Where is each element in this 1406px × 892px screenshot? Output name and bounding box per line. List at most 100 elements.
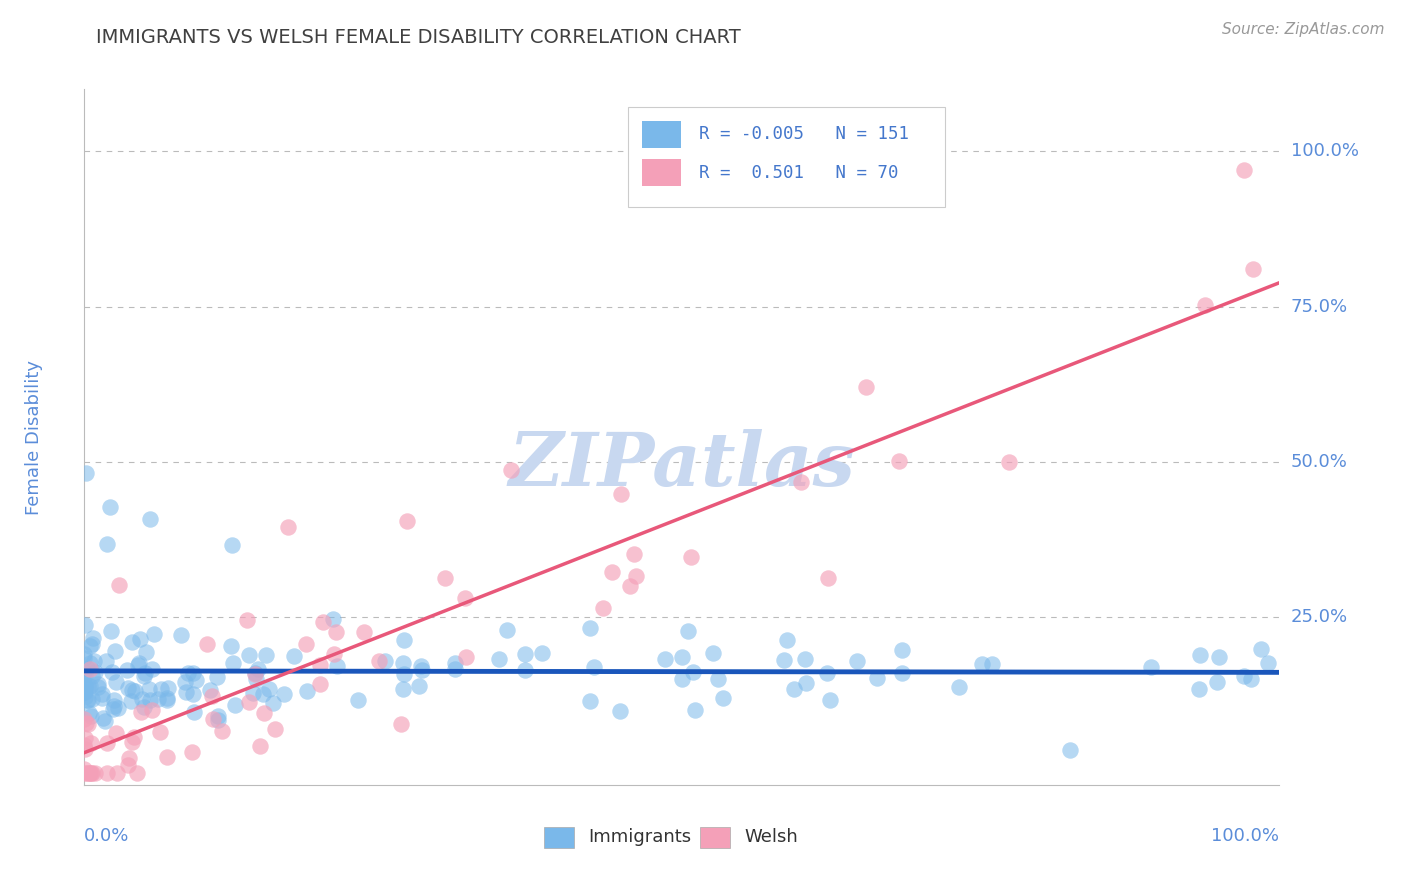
Point [411, 664, 433, 678]
Point [77, 765, 100, 780]
Point [73, 665, 96, 680]
Point [75, 715, 97, 730]
Point [143, 627, 166, 641]
Point [96, 536, 118, 550]
Point [257, 681, 280, 696]
Point [73, 618, 96, 632]
Point [80, 765, 103, 780]
Point [794, 676, 817, 690]
Point [702, 646, 724, 660]
Point [444, 662, 467, 676]
Point [972, 657, 994, 671]
Point [127, 658, 149, 673]
Point [347, 693, 370, 707]
Point [73, 738, 96, 752]
Point [353, 625, 375, 640]
Point [181, 687, 204, 701]
Text: 100.0%: 100.0% [1291, 143, 1358, 161]
Point [73, 762, 96, 776]
Point [141, 703, 163, 717]
Point [176, 684, 198, 698]
Point [391, 681, 413, 696]
Point [295, 684, 318, 698]
Point [79, 736, 101, 750]
Point [273, 687, 295, 701]
Point [76, 692, 98, 706]
Point [125, 765, 148, 780]
Point [94, 714, 117, 728]
Point [891, 666, 914, 681]
Point [148, 724, 170, 739]
Point [132, 669, 155, 683]
Point [817, 571, 839, 585]
Point [790, 475, 813, 489]
Point [129, 705, 152, 719]
Text: ZIPatlas: ZIPatlas [509, 429, 855, 501]
Text: Immigrants: Immigrants [589, 828, 692, 847]
Point [1233, 669, 1256, 683]
Point [592, 601, 614, 615]
Point [76, 717, 98, 731]
Point [205, 670, 228, 684]
Point [105, 726, 128, 740]
Point [173, 675, 195, 690]
Point [219, 639, 242, 653]
Point [998, 455, 1021, 469]
Point [79, 663, 101, 677]
Point [578, 621, 600, 635]
Point [623, 547, 645, 561]
Point [76, 765, 98, 780]
Point [201, 689, 224, 703]
Point [124, 683, 146, 698]
FancyBboxPatch shape [628, 106, 945, 208]
Point [170, 628, 193, 642]
Point [98, 500, 121, 514]
Point [82, 632, 104, 646]
Text: 75.0%: 75.0% [1291, 298, 1348, 316]
Bar [544, 827, 575, 847]
Point [224, 698, 246, 712]
Point [141, 662, 163, 676]
Text: 25.0%: 25.0% [1291, 608, 1348, 626]
Point [183, 705, 205, 719]
Point [890, 643, 912, 657]
Point [395, 514, 418, 528]
Text: R =  0.501   N = 70: R = 0.501 N = 70 [699, 164, 898, 182]
Point [73, 731, 96, 746]
Point [236, 613, 259, 627]
Point [499, 463, 522, 477]
Point [80, 669, 103, 683]
Point [117, 681, 139, 695]
Point [73, 650, 96, 665]
Point [1208, 650, 1230, 665]
Point [252, 687, 274, 701]
Point [295, 637, 318, 651]
Point [981, 657, 1004, 671]
Point [454, 650, 477, 665]
Point [122, 731, 145, 745]
Point [221, 538, 243, 552]
Point [619, 579, 641, 593]
Point [610, 487, 633, 501]
Point [73, 712, 96, 726]
Point [73, 690, 96, 704]
Point [197, 637, 219, 651]
Point [408, 680, 430, 694]
Point [392, 667, 415, 681]
Point [392, 632, 415, 647]
Point [73, 647, 96, 661]
Point [211, 723, 233, 738]
Point [87, 677, 110, 691]
Point [515, 647, 537, 661]
Point [135, 645, 157, 659]
Point [118, 751, 141, 765]
Point [222, 656, 245, 670]
Point [79, 656, 101, 670]
Point [96, 765, 118, 780]
Point [79, 639, 101, 653]
Point [77, 679, 100, 693]
Text: IMMIGRANTS VS WELSH FEMALE DISABILITY CORRELATION CHART: IMMIGRANTS VS WELSH FEMALE DISABILITY CO… [96, 29, 741, 47]
Text: Welsh: Welsh [744, 828, 797, 847]
Point [156, 692, 179, 706]
Text: 100.0%: 100.0% [1212, 827, 1279, 845]
